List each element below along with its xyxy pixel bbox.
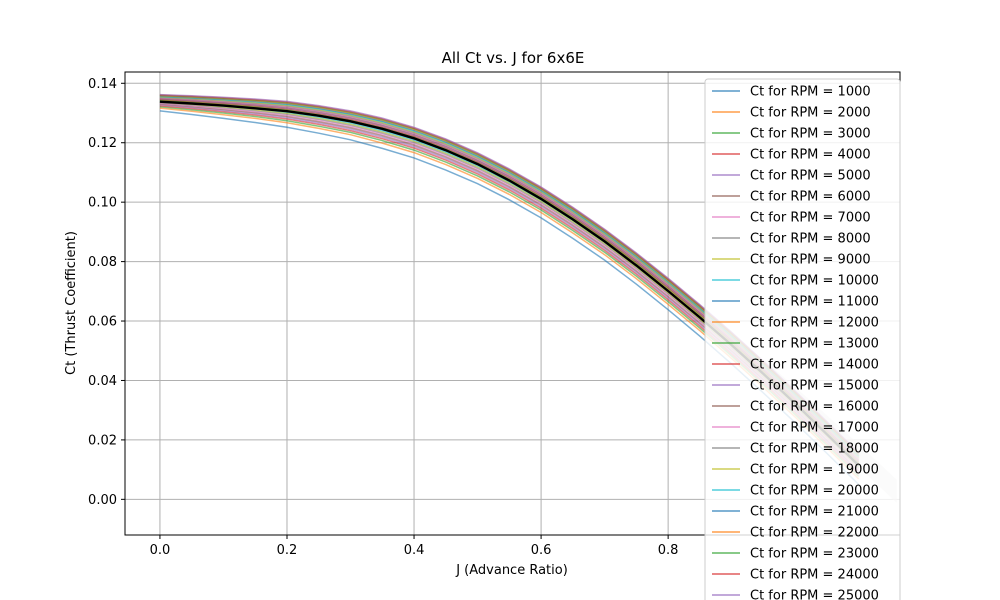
legend-item: Ct for RPM = 10000	[712, 274, 879, 289]
legend-label: Ct for RPM = 15000	[750, 379, 879, 394]
legend-label: Ct for RPM = 2000	[750, 106, 871, 121]
legend-label: Ct for RPM = 3000	[750, 127, 871, 142]
legend-item: Ct for RPM = 8000	[712, 232, 871, 247]
legend-item: Ct for RPM = 20000	[712, 484, 879, 499]
legend-label: Ct for RPM = 8000	[750, 232, 871, 247]
legend-label: Ct for RPM = 23000	[750, 547, 879, 562]
x-tick-label: 0.2	[277, 543, 298, 558]
legend-item: Ct for RPM = 19000	[712, 463, 879, 478]
y-axis: 0.00 0.02 0.04 0.06 0.08 0.10 0.12 0.14	[88, 77, 125, 508]
legend-items: Ct for RPM = 1000 Ct for RPM = 2000 Ct for…	[712, 85, 879, 600]
legend-item: Ct for RPM = 7000	[712, 211, 871, 226]
y-tick-label: 0.06	[88, 315, 117, 330]
legend-label: Ct for RPM = 24000	[750, 568, 879, 583]
legend-item: Ct for RPM = 12000	[712, 316, 879, 331]
y-tick-label: 0.14	[88, 77, 117, 92]
legend-label: Ct for RPM = 6000	[750, 190, 871, 205]
legend-item: Ct for RPM = 11000	[712, 295, 879, 310]
legend-item: Ct for RPM = 17000	[712, 421, 879, 436]
x-axis: 0.0 0.2 0.4 0.6 0.8	[150, 535, 679, 558]
legend-item: Ct for RPM = 6000	[712, 190, 871, 205]
y-tick-label: 0.12	[88, 136, 117, 151]
y-tick-label: 0.02	[88, 433, 117, 448]
y-axis-label: Ct (Thrust Coefficient)	[64, 231, 79, 375]
legend-label: Ct for RPM = 18000	[750, 442, 879, 457]
x-tick-label: 0.0	[150, 543, 171, 558]
legend-item: Ct for RPM = 14000	[712, 358, 879, 373]
legend-label: Ct for RPM = 9000	[750, 253, 871, 268]
legend-label: Ct for RPM = 25000	[750, 589, 879, 600]
legend-item: Ct for RPM = 3000	[712, 127, 871, 142]
x-tick-label: 0.6	[531, 543, 552, 558]
legend-item: Ct for RPM = 21000	[712, 505, 879, 520]
legend-label: Ct for RPM = 12000	[750, 316, 879, 331]
x-tick-label: 0.4	[404, 543, 425, 558]
legend: Ct for RPM = 1000 Ct for RPM = 2000 Ct for…	[704, 78, 901, 600]
legend-label: Ct for RPM = 10000	[750, 274, 879, 289]
legend-item: Ct for RPM = 22000	[712, 526, 879, 541]
legend-item: Ct for RPM = 13000	[712, 337, 879, 352]
y-tick-label: 0.04	[88, 374, 117, 389]
chart-title: All Ct vs. J for 6x6E	[442, 49, 585, 67]
legend-item: Ct for RPM = 1000	[712, 85, 871, 100]
x-tick-label: 0.8	[658, 543, 679, 558]
legend-label: Ct for RPM = 5000	[750, 169, 871, 184]
legend-label: Ct for RPM = 22000	[750, 526, 879, 541]
legend-label: Ct for RPM = 4000	[750, 148, 871, 163]
legend-item: Ct for RPM = 18000	[712, 442, 879, 457]
y-tick-label: 0.08	[88, 255, 117, 270]
legend-label: Ct for RPM = 14000	[750, 358, 879, 373]
legend-item: Ct for RPM = 25000	[712, 589, 879, 600]
legend-item: Ct for RPM = 24000	[712, 568, 879, 583]
legend-label: Ct for RPM = 20000	[750, 484, 879, 499]
y-tick-label: 0.10	[88, 196, 117, 211]
legend-label: Ct for RPM = 7000	[750, 211, 871, 226]
legend-item: Ct for RPM = 23000	[712, 547, 879, 562]
legend-box	[704, 78, 901, 600]
legend-label: Ct for RPM = 19000	[750, 463, 879, 478]
legend-item: Ct for RPM = 4000	[712, 148, 871, 163]
legend-label: Ct for RPM = 17000	[750, 421, 879, 436]
legend-label: Ct for RPM = 16000	[750, 400, 879, 415]
legend-label: Ct for RPM = 1000	[750, 85, 871, 100]
legend-item: Ct for RPM = 2000	[712, 106, 871, 121]
legend-item: Ct for RPM = 15000	[712, 379, 879, 394]
legend-item: Ct for RPM = 5000	[712, 169, 871, 184]
x-axis-label: J (Advance Ratio)	[455, 563, 568, 578]
legend-item: Ct for RPM = 9000	[712, 253, 871, 268]
legend-item: Ct for RPM = 16000	[712, 400, 879, 415]
legend-label: Ct for RPM = 13000	[750, 337, 879, 352]
y-tick-label: 0.00	[88, 493, 117, 508]
legend-label: Ct for RPM = 21000	[750, 505, 879, 520]
legend-label: Ct for RPM = 11000	[750, 295, 879, 310]
